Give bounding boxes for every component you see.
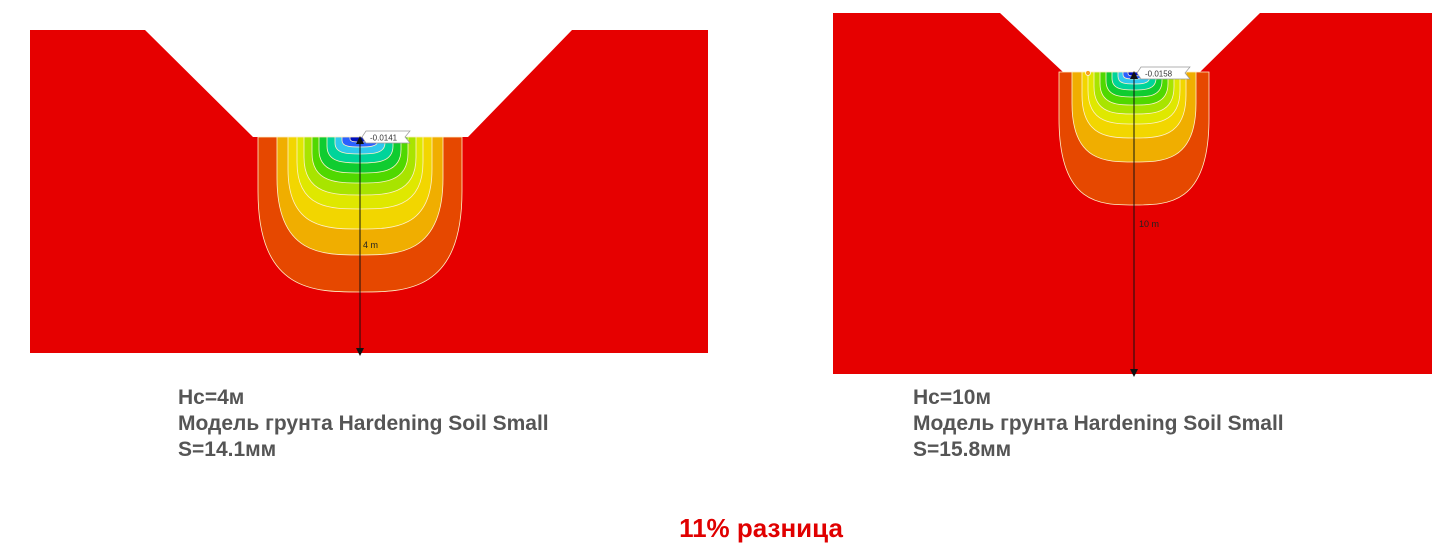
- caption-height: Hc=10м: [913, 386, 992, 409]
- right-contour-panel: -0.0158 10 m: [833, 13, 1432, 377]
- max-settlement-label: -0.0158: [1145, 70, 1173, 79]
- right-caption: Hc=10м Модель грунта Hardening Soil Smal…: [913, 385, 1284, 463]
- caption-model: Модель грунта Hardening Soil Small: [178, 412, 549, 435]
- left-contour-panel: -0.0141 4 m: [30, 30, 708, 356]
- value-callout: -0.0141: [361, 130, 411, 144]
- caption-settlement: S=15.8мм: [913, 438, 1012, 461]
- left-caption: Hc=4м Модель грунта Hardening Soil Small…: [178, 385, 549, 463]
- value-callout: -0.0158: [1136, 66, 1191, 80]
- caption-model: Модель грунта Hardening Soil Small: [913, 412, 1284, 435]
- depth-label: 4 m: [363, 240, 378, 250]
- max-settlement-label: -0.0141: [370, 134, 398, 143]
- caption-height: Hc=4м: [178, 386, 245, 409]
- caption-settlement: S=14.1мм: [178, 438, 277, 461]
- depth-label: 10 m: [1139, 219, 1159, 229]
- difference-label: 11% разница: [679, 513, 843, 543]
- point-marker: [1085, 70, 1091, 76]
